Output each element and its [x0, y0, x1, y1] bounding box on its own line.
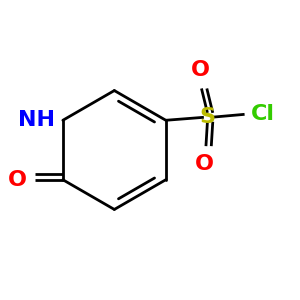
Text: Cl: Cl — [250, 104, 274, 124]
Text: O: O — [8, 170, 27, 190]
Text: O: O — [190, 60, 209, 80]
Text: S: S — [200, 107, 215, 127]
Text: NH: NH — [18, 110, 56, 130]
Text: O: O — [195, 154, 214, 175]
